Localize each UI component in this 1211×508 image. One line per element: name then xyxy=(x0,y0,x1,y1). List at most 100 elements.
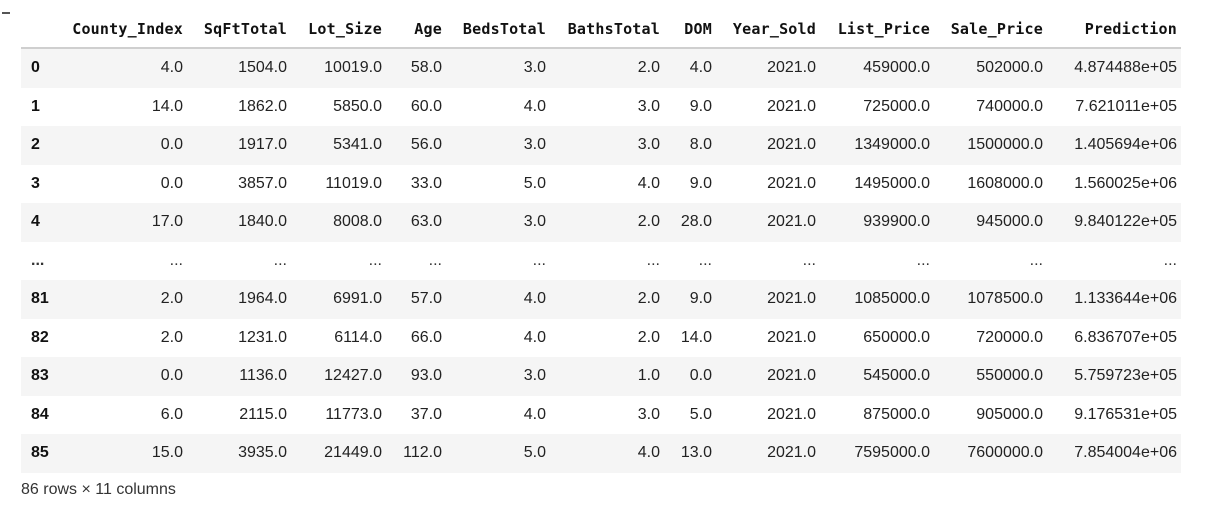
table-cell: 4.0 xyxy=(664,48,716,88)
table-cell: 4.874488e+05 xyxy=(1047,48,1181,88)
table-cell: 5341.0 xyxy=(291,126,386,165)
table-cell: 2021.0 xyxy=(716,48,820,88)
table-cell: ... xyxy=(716,242,820,281)
table-cell: 3.0 xyxy=(446,126,550,165)
row-index: 0 xyxy=(21,48,63,88)
table-cell: 0.0 xyxy=(63,126,187,165)
table-row: 2 0.0 1917.0 5341.0 56.0 3.0 3.0 8.0 2021.0 13490… xyxy=(21,126,1181,165)
table-cell: 2.0 xyxy=(550,319,664,358)
table-cell: 939900.0 xyxy=(820,203,934,242)
table-cell: 1500000.0 xyxy=(934,126,1047,165)
table-cell: 8008.0 xyxy=(291,203,386,242)
table-cell: 4.0 xyxy=(446,88,550,127)
table-cell: 7.621011e+05 xyxy=(1047,88,1181,127)
table-cell: 60.0 xyxy=(386,88,446,127)
table-cell: ... xyxy=(820,242,934,281)
table-cell: 58.0 xyxy=(386,48,446,88)
table-cell: 9.840122e+05 xyxy=(1047,203,1181,242)
table-cell: 14.0 xyxy=(63,88,187,127)
column-header-county-index: County_Index xyxy=(63,10,187,48)
column-header-dom: DOM xyxy=(664,10,716,48)
table-row: 85 15.0 3935.0 21449.0 112.0 5.0 4.0 13.0 2021.0… xyxy=(21,434,1181,473)
table-cell: 8.0 xyxy=(664,126,716,165)
table-cell: 4.0 xyxy=(446,396,550,435)
table-cell: 1840.0 xyxy=(187,203,291,242)
table-cell: 57.0 xyxy=(386,280,446,319)
table-cell: 6.0 xyxy=(63,396,187,435)
table-cell: 5.0 xyxy=(664,396,716,435)
row-index: 82 xyxy=(21,319,63,358)
table-cell: 1136.0 xyxy=(187,357,291,396)
table-cell: 5.0 xyxy=(446,165,550,204)
table-cell: 3.0 xyxy=(446,48,550,88)
table-cell: 0.0 xyxy=(63,165,187,204)
table-cell: 15.0 xyxy=(63,434,187,473)
table-cell: 7595000.0 xyxy=(820,434,934,473)
table-cell: 1.560025e+06 xyxy=(1047,165,1181,204)
column-header-bedstotal: BedsTotal xyxy=(446,10,550,48)
table-cell: 3.0 xyxy=(550,126,664,165)
table-row: 83 0.0 1136.0 12427.0 93.0 3.0 1.0 0.0 2021.0 545… xyxy=(21,357,1181,396)
row-index: ... xyxy=(21,242,63,281)
table-cell: 725000.0 xyxy=(820,88,934,127)
table-cell: 1085000.0 xyxy=(820,280,934,319)
table-cell: 5.759723e+05 xyxy=(1047,357,1181,396)
table-row: 84 6.0 2115.0 11773.0 37.0 4.0 3.0 5.0 2021.0 875… xyxy=(21,396,1181,435)
table-cell: 1.133644e+06 xyxy=(1047,280,1181,319)
row-index: 84 xyxy=(21,396,63,435)
table-cell: 21449.0 xyxy=(291,434,386,473)
table-cell: 14.0 xyxy=(664,319,716,358)
table-cell: 93.0 xyxy=(386,357,446,396)
table-cell: 9.0 xyxy=(664,88,716,127)
table-cell: 3.0 xyxy=(550,88,664,127)
table-cell: 2.0 xyxy=(63,319,187,358)
column-header-lot-size: Lot_Size xyxy=(291,10,386,48)
ellipsis-row: .................................... xyxy=(21,242,1181,281)
row-index: 81 xyxy=(21,280,63,319)
table-cell: 2.0 xyxy=(63,280,187,319)
table-row: 1 14.0 1862.0 5850.0 60.0 4.0 3.0 9.0 2021.0 7250… xyxy=(21,88,1181,127)
table-cell: 0.0 xyxy=(664,357,716,396)
table-cell: 1495000.0 xyxy=(820,165,934,204)
table-row: 0 4.0 1504.0 10019.0 58.0 3.0 2.0 4.0 2021.0 4590… xyxy=(21,48,1181,88)
table-cell: 63.0 xyxy=(386,203,446,242)
table-cell: 37.0 xyxy=(386,396,446,435)
table-cell: 4.0 xyxy=(446,319,550,358)
table-cell: 1504.0 xyxy=(187,48,291,88)
table-cell: 6114.0 xyxy=(291,319,386,358)
table-cell: 0.0 xyxy=(63,357,187,396)
table-cell: 28.0 xyxy=(664,203,716,242)
table-cell: 550000.0 xyxy=(934,357,1047,396)
column-header-bathstotal: BathsTotal xyxy=(550,10,664,48)
table-cell: 3935.0 xyxy=(187,434,291,473)
table-cell: 4.0 xyxy=(446,280,550,319)
table-cell: 3.0 xyxy=(550,396,664,435)
table-cell: 720000.0 xyxy=(934,319,1047,358)
table-cell: 459000.0 xyxy=(820,48,934,88)
table-cell: 545000.0 xyxy=(820,357,934,396)
table-cell: 4.0 xyxy=(550,165,664,204)
table-row: 4 17.0 1840.0 8008.0 63.0 3.0 2.0 28.0 2021.0 939… xyxy=(21,203,1181,242)
table-cell: 2021.0 xyxy=(716,165,820,204)
table-cell: ... xyxy=(63,242,187,281)
row-index: 3 xyxy=(21,165,63,204)
table-cell: 4.0 xyxy=(550,434,664,473)
table-header: County_Index SqFtTotal Lot_Size Age Beds… xyxy=(21,10,1181,48)
index-header xyxy=(21,10,63,48)
table-cell: 9.176531e+05 xyxy=(1047,396,1181,435)
table-cell: 1349000.0 xyxy=(820,126,934,165)
table-cell: 1.405694e+06 xyxy=(1047,126,1181,165)
table-cell: 11773.0 xyxy=(291,396,386,435)
table-cell: 13.0 xyxy=(664,434,716,473)
header-row: County_Index SqFtTotal Lot_Size Age Beds… xyxy=(21,10,1181,48)
column-header-sale-price: Sale_Price xyxy=(934,10,1047,48)
table-cell: 2021.0 xyxy=(716,203,820,242)
table-cell: 5.0 xyxy=(446,434,550,473)
table-cell: 740000.0 xyxy=(934,88,1047,127)
output-prompt-marker xyxy=(2,12,10,14)
table-cell: 5850.0 xyxy=(291,88,386,127)
column-header-prediction: Prediction xyxy=(1047,10,1181,48)
column-header-year-sold: Year_Sold xyxy=(716,10,820,48)
table-cell: 17.0 xyxy=(63,203,187,242)
table-cell: 1.0 xyxy=(550,357,664,396)
